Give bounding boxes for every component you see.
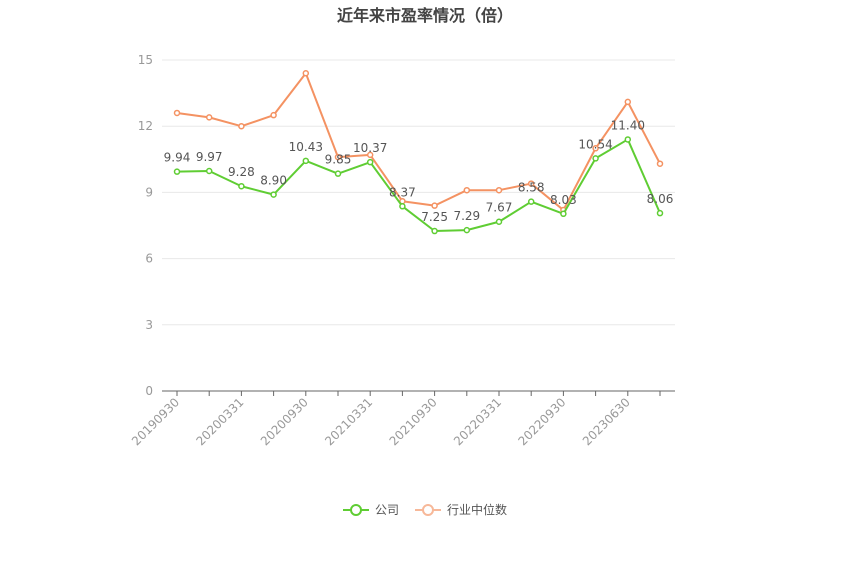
x-tick-label: 20230630 [580,395,633,448]
point-company [238,182,245,190]
y-tick-label: 0 [145,384,153,398]
point-company [334,170,342,177]
point-industry-median [463,186,471,194]
data-label: 8.37 [389,185,416,199]
point-company [302,157,310,165]
legend-item-industry-median[interactable]: 行业中位数 [415,501,507,518]
data-label: 9.97 [196,150,223,164]
point-company [463,226,471,234]
point-company [173,168,181,175]
y-tick-label: 9 [145,185,153,199]
data-label: 9.28 [228,165,255,179]
point-industry-median [173,109,181,117]
point-company [560,210,567,218]
legend: 公司 行业中位数 [0,501,850,518]
grid-lines [162,59,675,326]
data-label: 10.37 [353,141,387,155]
point-industry-median [302,69,310,77]
point-company [399,203,406,210]
data-label: 7.29 [453,209,480,223]
y-axis-ticks: 0 3 6 9 12 15 [138,53,153,398]
point-company [205,167,213,175]
data-label: 7.67 [486,201,513,215]
data-label: 9.85 [325,153,352,167]
point-industry-median [270,111,277,119]
y-tick-label: 3 [145,318,153,332]
x-tick-label: 20210331 [322,395,375,448]
point-industry-median [624,98,632,106]
point-industry-median [238,122,245,130]
legend-swatch-company [342,503,369,517]
point-company [656,209,664,217]
point-industry-median [431,202,438,209]
y-tick-label: 12 [138,119,153,133]
chart-title: 近年来市盈率情况（倍） [336,6,513,25]
point-industry-median [366,151,374,159]
data-label: 7.25 [421,210,448,224]
data-label: 11.40 [611,118,645,132]
x-tick-label: 20220930 [515,395,568,448]
legend-swatch-industry-median [415,503,441,517]
y-tick-label: 15 [138,53,153,67]
point-industry-median [656,160,664,167]
x-tick-label: 20190930 [129,395,182,448]
point-company [366,158,374,166]
series-lines [173,69,664,235]
legend-item-company[interactable]: 公司 [342,501,399,518]
data-label: 8.90 [260,174,287,188]
x-axis: 20190930 20200331 20200930 20210331 20210930… [129,390,675,448]
x-tick-label: 20200930 [258,395,311,448]
point-industry-median [334,153,342,161]
point-company [270,191,277,198]
point-industry-median [527,180,535,187]
point-company [624,136,632,143]
point-industry-median [205,114,213,121]
x-tick-label: 20200331 [193,395,246,448]
y-tick-label: 6 [145,252,153,266]
point-industry-median [592,145,599,152]
series-line-company [176,138,661,233]
legend-label-industry-median: 行业中位数 [447,503,508,517]
x-tick-label: 20210930 [387,395,440,448]
point-company [592,155,599,162]
data-label: 8.58 [518,181,545,195]
point-company [431,227,438,235]
point-company [527,198,535,205]
data-label: 8.03 [550,193,577,207]
legend-label-company: 公司 [374,503,399,517]
data-label: 10.54 [578,137,612,151]
data-label: 8.06 [647,192,674,206]
data-label: 9.94 [164,151,191,165]
data-label: 10.43 [289,140,323,154]
point-industry-median [495,186,503,194]
series-line-industry-median [176,72,661,212]
x-tick-label: 20220331 [451,395,504,448]
point-company [495,218,503,225]
